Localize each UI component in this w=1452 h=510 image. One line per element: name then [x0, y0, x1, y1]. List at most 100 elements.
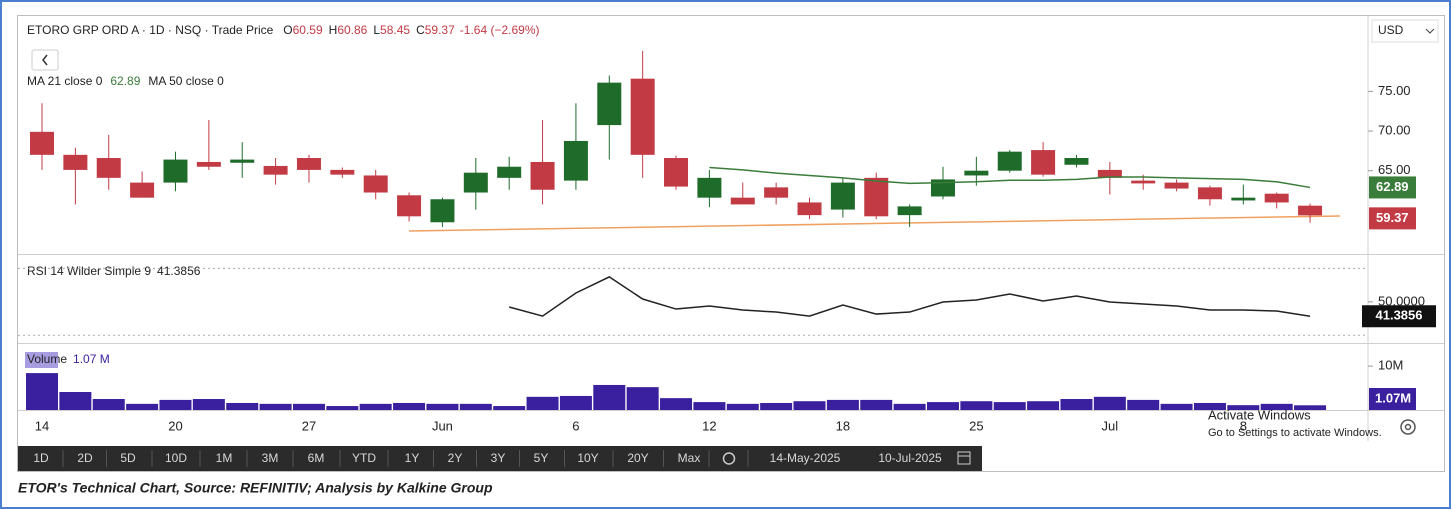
candle-body — [1031, 150, 1056, 175]
volume-bar — [760, 402, 793, 410]
y-tick-label: 65.00 — [1378, 162, 1411, 177]
trendline — [408, 215, 1341, 232]
value-badge-label: 1.07M — [1375, 390, 1411, 405]
range-button[interactable]: Max — [678, 451, 701, 465]
x-tick-label: 12 — [702, 418, 716, 433]
currency-dropdown[interactable]: USD — [1371, 19, 1439, 43]
gear-icon — [722, 452, 736, 465]
candle-body — [1264, 193, 1289, 203]
candle-body — [1298, 205, 1323, 216]
x-tick-label: Jun — [432, 418, 453, 433]
range-button[interactable]: 1Y — [405, 451, 420, 465]
legend-value: 62.89 — [110, 74, 140, 88]
volume-bar — [359, 403, 392, 410]
x-tick-label: 20 — [168, 418, 182, 433]
legend-value: 41.3856 — [157, 264, 201, 278]
ohlc-prefix: O — [283, 23, 292, 37]
volume-bar — [826, 399, 859, 410]
button-box — [31, 49, 59, 71]
range-button[interactable]: 3M — [262, 451, 279, 465]
volume-bar — [393, 402, 426, 410]
volume-bar — [92, 399, 125, 410]
chart-frame — [17, 15, 1445, 472]
price-badge — [1369, 176, 1416, 199]
date-to[interactable]: 10-Jul-2025 — [878, 451, 942, 465]
range-button[interactable]: 10Y — [577, 451, 598, 465]
gear-icon — [1400, 419, 1416, 435]
volume-bar — [493, 406, 526, 410]
range-button[interactable]: 20Y — [627, 451, 648, 465]
volume-bar — [593, 384, 626, 410]
volume-bar — [326, 406, 359, 410]
candle-body — [1064, 158, 1089, 165]
range-button[interactable]: YTD — [352, 451, 376, 465]
volume-bar — [693, 402, 726, 410]
volume-bar — [1093, 396, 1126, 410]
legend-entry: MA 21 close 0 — [27, 74, 103, 88]
dropdown-arrow — [1425, 28, 1435, 34]
volume-bar — [626, 387, 659, 410]
candle-body — [263, 165, 288, 175]
range-button[interactable]: 1M — [216, 451, 233, 465]
calendar-button[interactable] — [957, 451, 971, 465]
volume-bar — [960, 401, 993, 410]
ma-line — [709, 166, 1311, 189]
volume-bar — [893, 403, 926, 410]
range-button[interactable]: 10D — [165, 451, 187, 465]
candle-body — [1231, 197, 1256, 201]
candle-body — [363, 175, 388, 193]
ma-legend: MA 21 close 0 62.89 MA 50 close 0 — [27, 74, 224, 88]
ohlc-value: 58.45 — [380, 23, 410, 37]
rsi-legend: RSI 14 Wilder Simple 9 41.3856 — [27, 264, 201, 278]
candle-body — [1197, 187, 1222, 200]
y-tick-label: 70.00 — [1378, 122, 1411, 137]
volume-bar — [1260, 403, 1293, 410]
volume-bar — [292, 403, 325, 410]
settings-button[interactable] — [1400, 419, 1416, 435]
dropdown-box — [1371, 19, 1439, 43]
range-button[interactable]: 2Y — [448, 451, 463, 465]
settings-button[interactable] — [722, 452, 736, 465]
candle-body — [630, 78, 655, 155]
collapse-button[interactable] — [31, 49, 59, 71]
candle-body — [830, 182, 855, 210]
candle-body — [730, 197, 755, 205]
value-badge — [1362, 305, 1436, 328]
volume-bar — [1294, 405, 1327, 410]
range-button[interactable]: 3Y — [491, 451, 506, 465]
ohlc-value: 59.37 — [425, 23, 455, 37]
legend-value: 1.07 M — [73, 352, 110, 366]
candle-body — [1097, 169, 1122, 178]
ohlc-prefix: L — [373, 23, 380, 37]
candle-body — [597, 82, 622, 126]
candle-body — [997, 151, 1022, 171]
candle-body — [130, 182, 155, 198]
candle-body — [430, 199, 455, 223]
x-tick-label: 14 — [35, 418, 49, 433]
candle-body — [864, 177, 889, 217]
candle-body — [563, 140, 588, 181]
caption: ETOR's Technical Chart, Source: REFINITI… — [18, 480, 493, 496]
pane-title: Volume — [27, 352, 67, 366]
volume-bar — [526, 396, 559, 410]
volume-bar — [660, 398, 693, 410]
range-button[interactable]: 6M — [308, 451, 325, 465]
range-button[interactable]: 1D — [33, 451, 49, 465]
ohlc-prefix: C — [416, 23, 425, 37]
range-button[interactable]: 2D — [77, 451, 93, 465]
candle-body — [463, 172, 488, 193]
range-button[interactable]: 5Y — [534, 451, 549, 465]
ohlc-value: 60.86 — [337, 23, 367, 37]
legend-highlight — [25, 352, 58, 368]
candle-body — [63, 154, 88, 170]
candle-body — [330, 169, 355, 175]
date-from[interactable]: 14-May-2025 — [770, 451, 841, 465]
volume-bar — [126, 403, 159, 410]
volume-bar — [726, 403, 759, 410]
x-tick-label: 25 — [969, 418, 983, 433]
volume-bar — [860, 399, 893, 410]
value-badge-label: 41.3856 — [1376, 308, 1423, 323]
range-button[interactable]: 5D — [120, 451, 136, 465]
